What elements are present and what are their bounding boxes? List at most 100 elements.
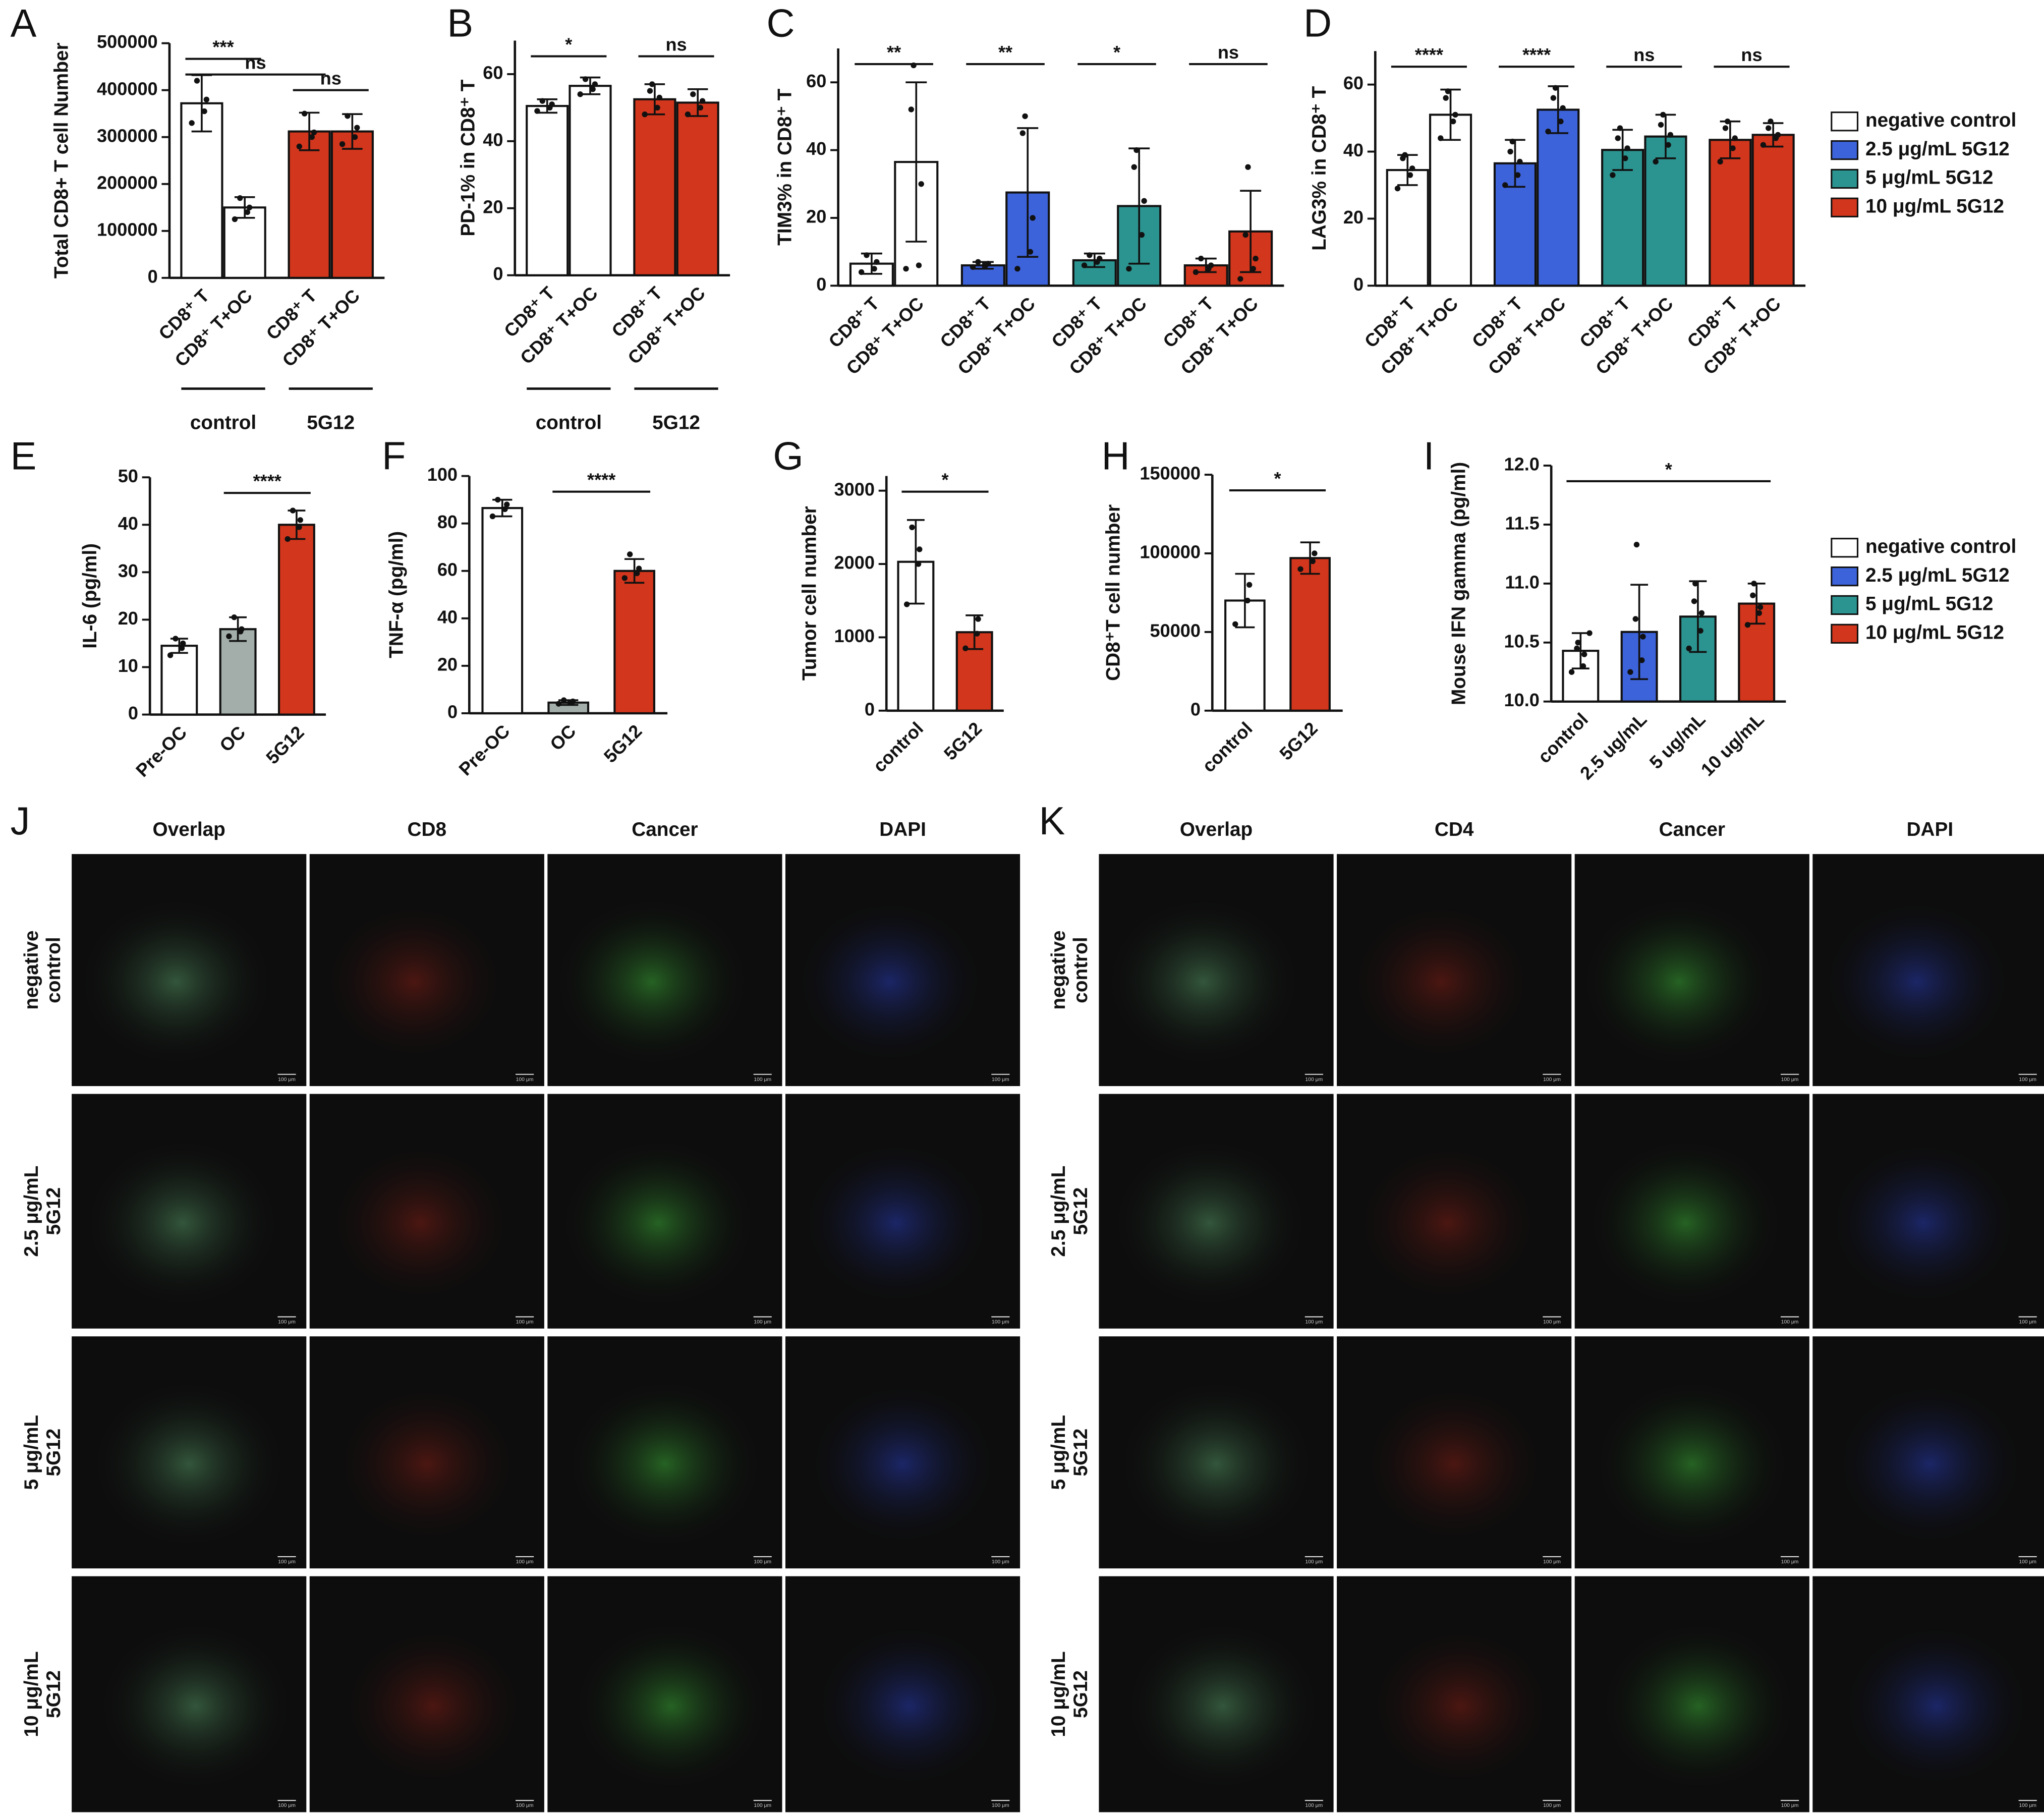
panel-label: F [382,435,406,478]
data-point [1665,142,1671,148]
data-point [1402,152,1408,158]
group-label: control [536,412,602,434]
data-point [975,616,981,622]
data-point [1097,255,1103,262]
data-point [1574,645,1580,652]
data-point [592,81,598,87]
error-bar [966,614,984,650]
scale-bar-label: 100 μm [992,1320,1009,1325]
y-tick-label: 3000 [834,479,875,499]
significance-label: ns [1218,42,1239,63]
legend-label: 2.5 μg/mL 5G12 [1865,138,2010,160]
data-point [1552,85,1559,91]
data-point [1560,105,1566,111]
data-point [1586,630,1593,636]
data-point [1445,88,1451,94]
data-point [1232,621,1238,627]
data-point [555,701,562,707]
data-point [285,536,291,542]
data-point [699,98,706,104]
data-point [642,111,648,118]
y-tick-label: 150000 [1140,463,1201,484]
y-tick-label: 40 [483,129,503,150]
error-bar [687,88,708,117]
y-tick-label: 80 [437,512,458,532]
error-bar [905,81,927,243]
y-tick-label: 50 [118,466,138,486]
panel-label: I [1424,435,1435,478]
data-point [345,113,351,119]
micrograph-signal [805,1379,1001,1549]
data-point [1550,95,1557,101]
panel-label: E [11,435,37,478]
data-point [1766,125,1772,131]
scale-bar-label: 100 μm [1305,1320,1323,1325]
data-point [1208,262,1214,268]
micrograph-signal [91,1379,287,1549]
row-label: 2.5 μg/mL [1048,1166,1069,1257]
legend-swatch [1831,140,1859,160]
y-tick-label: 60 [806,71,826,91]
scale-bar-label: 100 μm [2019,1559,2036,1565]
data-point [1667,132,1674,138]
data-point [1443,95,1449,101]
micrograph-signal [574,1621,769,1791]
scale-bar-label: 100 μm [1543,1077,1561,1083]
data-point [1244,597,1251,604]
data-point [167,652,174,658]
error-bar [906,519,925,605]
x-tick-label: 5G12 [600,720,646,767]
bar [481,507,524,715]
bar [160,645,198,716]
micrograph-signal [316,897,512,1067]
data-point [1394,185,1401,192]
column-header: DAPI [1907,819,1954,840]
data-point [1717,158,1723,165]
scale-bar-label: 100 μm [754,1559,771,1565]
data-point [1245,164,1251,170]
panel-label: K [1039,800,1065,843]
scale-bar-label: 100 μm [2019,1320,2036,1325]
row-label: 5G12 [43,1670,65,1718]
data-point [647,88,653,94]
y-tick-label: 0 [447,702,458,722]
scale-bar-label: 100 μm [754,1320,771,1325]
data-point [1627,669,1633,675]
panel-label: G [773,435,803,478]
micrograph-signal [554,897,750,1067]
bar [1644,135,1687,287]
data-point [909,524,915,531]
data-point [918,181,924,187]
x-tick-label: OC [215,722,249,756]
data-point [352,134,358,140]
significance-label: *** [212,37,234,58]
significance-label: * [565,34,573,54]
data-point [1087,252,1093,258]
micrograph-signal [1125,1621,1321,1791]
scale-bar-label: 100 μm [516,1559,534,1565]
y-axis-label: PD-1% in CD8⁺ T [458,79,479,236]
data-point [1141,198,1147,204]
data-point [1450,119,1456,125]
panel-label: J [11,800,30,843]
column-header: Overlap [153,819,225,840]
scale-bar-label: 100 μm [2019,1077,2036,1083]
data-point [1725,119,1731,125]
row-label: negative [1048,930,1069,1009]
group-label: 5G12 [652,412,700,434]
bar [569,85,612,276]
significance-label: **** [587,470,616,490]
scale-bar-label: 100 μm [278,1559,296,1565]
data-point [1615,135,1621,141]
data-point [237,195,243,201]
row-label: 5G12 [43,1429,65,1477]
y-tick-label: 400000 [97,78,158,99]
data-point [1310,558,1316,564]
scale-bar-label: 100 μm [1543,1559,1561,1565]
significance-label: ns [245,52,266,73]
y-axis-label: CD8⁺T cell number [1103,504,1124,681]
error-bar [1689,580,1707,653]
data-point [685,111,691,118]
y-axis-label: Mouse IFN gamma (pg/ml) [1448,462,1470,705]
data-point [916,262,922,268]
